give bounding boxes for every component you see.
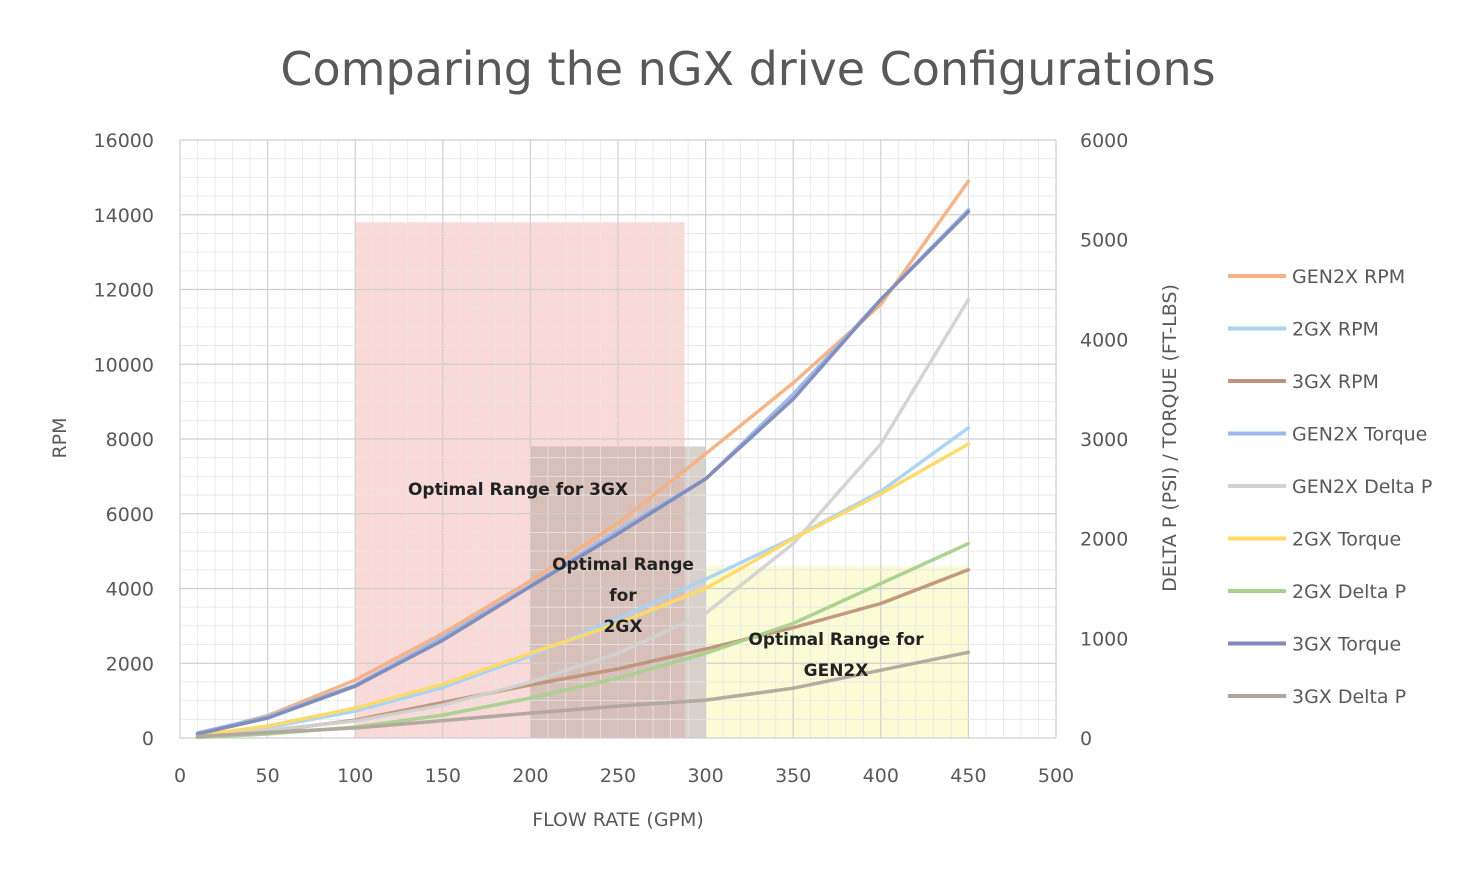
- legend-entry: GEN2X RPM: [1292, 266, 1405, 288]
- x-tick-label: 200: [512, 765, 548, 787]
- region-label: for: [609, 586, 637, 606]
- y-tick-label: 6000: [106, 504, 154, 526]
- y-tick-label: 2000: [106, 653, 154, 675]
- legend-entry: 3GX RPM: [1292, 371, 1379, 393]
- region-label: Optimal Range for 3GX: [408, 480, 628, 500]
- y-axis-label: RPM: [49, 417, 71, 458]
- x-tick-label: 0: [174, 765, 186, 787]
- x-tick-label: 300: [687, 765, 723, 787]
- y-axis-ticks: 0 2000 4000 6000 8000 10000 12000 14000 16000: [94, 130, 154, 750]
- y-tick-label: 12000: [94, 280, 154, 302]
- x-tick-label: 250: [600, 765, 636, 787]
- series-line-2gx-torque: [195, 442, 971, 738]
- gridlines: [179, 139, 1057, 739]
- x-tick-label: 100: [337, 765, 373, 787]
- y2-tick-label: 1000: [1080, 628, 1128, 650]
- x-axis-ticks: 0 50 100 150 200 250 300 350 400 450 500: [174, 765, 1074, 787]
- legend-entry: 3GX Torque: [1292, 634, 1401, 656]
- x-tick-label: 450: [950, 765, 986, 787]
- x-tick-label: 350: [775, 765, 811, 787]
- y2-axis-ticks: 0 1000 2000 3000 4000 5000 6000: [1080, 130, 1128, 750]
- optimal-range-region: [705, 566, 969, 738]
- x-tick-label: 500: [1038, 765, 1074, 787]
- region-label: GEN2X: [804, 661, 869, 681]
- series-line-3gx-delta-p: [195, 650, 971, 739]
- series-line-3gx-torque: [195, 210, 971, 736]
- legend-entry: 2GX Torque: [1292, 529, 1401, 551]
- chart-title: Comparing the nGX drive Configurations: [280, 42, 1215, 96]
- x-tick-label: 50: [256, 765, 280, 787]
- y2-tick-label: 4000: [1080, 329, 1128, 351]
- region-label: Optimal Range for: [748, 630, 924, 650]
- x-axis-label: FLOW RATE (GPM): [532, 809, 704, 831]
- region-label: 2GX: [604, 617, 643, 637]
- y2-axis-label: DELTA P (PSI) / TORQUE (FT-LBS): [1159, 284, 1181, 592]
- series-line-gen2x-delta-p: [195, 297, 971, 738]
- y-tick-label: 0: [142, 728, 154, 750]
- y-tick-label: 16000: [94, 130, 154, 152]
- x-tick-label: 150: [425, 765, 461, 787]
- legend-entry: 2GX RPM: [1292, 319, 1379, 341]
- annotations: Optimal Range for 3GX Optimal Range for 2GX…: [408, 480, 924, 681]
- y-tick-label: 14000: [94, 205, 154, 227]
- legend-entry: 3GX Delta P: [1292, 686, 1406, 708]
- series-lines: [195, 179, 971, 740]
- y-tick-label: 4000: [106, 579, 154, 601]
- region-label: Optimal Range: [552, 555, 694, 575]
- series-line-gen2x-rpm: [195, 179, 971, 737]
- x-tick-label: 400: [863, 765, 899, 787]
- y-tick-label: 8000: [106, 429, 154, 451]
- y2-tick-label: 6000: [1080, 130, 1128, 152]
- y2-tick-label: 5000: [1080, 230, 1128, 252]
- legend-entry: 2GX Delta P: [1292, 581, 1406, 603]
- y2-tick-label: 2000: [1080, 529, 1128, 551]
- legend-entry: GEN2X Delta P: [1292, 476, 1432, 498]
- legend: GEN2X RPM 2GX RPM 3GX RPM GEN2X Torque GEN2X…: [1228, 266, 1432, 708]
- legend-entry: GEN2X Torque: [1292, 424, 1427, 446]
- y2-tick-label: 0: [1080, 728, 1092, 750]
- y-tick-label: 10000: [94, 354, 154, 376]
- y2-tick-label: 3000: [1080, 429, 1128, 451]
